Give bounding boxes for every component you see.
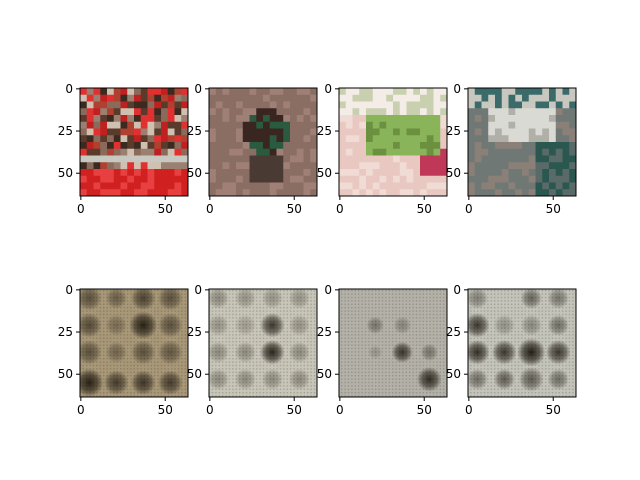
y-tick-label: 25 <box>58 325 73 339</box>
x-tick-label: 0 <box>206 202 214 216</box>
axes-frame <box>79 87 189 197</box>
y-tick-label: 50 <box>58 367 73 381</box>
y-tick-label: 0 <box>453 283 461 297</box>
image-panel-4: 0 50 0 25 50 <box>446 82 577 216</box>
image-panel-3: 0 50 0 25 50 <box>317 82 448 216</box>
x-tick-label: 50 <box>158 403 173 417</box>
x-tick-label: 0 <box>206 403 214 417</box>
panel-image <box>209 88 318 197</box>
x-tick-label: 0 <box>336 202 344 216</box>
x-tick-label: 0 <box>465 202 473 216</box>
y-tick-label: 0 <box>194 283 202 297</box>
x-tick-label: 50 <box>417 202 432 216</box>
panel-image <box>80 289 188 397</box>
y-tick-label: 0 <box>65 283 73 297</box>
y-tick-label: 25 <box>187 124 202 138</box>
x-tick-label: 0 <box>77 403 85 417</box>
axes-frame <box>208 288 318 398</box>
x-tick-label: 50 <box>546 202 561 216</box>
x-tick-label: 50 <box>546 403 561 417</box>
x-tick-label: 50 <box>287 403 302 417</box>
y-tick-label: 50 <box>317 166 332 180</box>
image-panel-2: 0 50 0 25 50 <box>187 82 318 216</box>
y-tick-label: 25 <box>58 124 73 138</box>
y-tick-label: 0 <box>65 82 73 96</box>
panel-image <box>468 289 576 397</box>
image-panel-8: 0 50 0 25 50 <box>446 283 577 417</box>
y-tick-label: 50 <box>446 367 461 381</box>
panel-image <box>339 88 448 197</box>
y-tick-label: 50 <box>317 367 332 381</box>
image-panel-1: 0 50 0 25 50 <box>58 82 189 216</box>
axes-frame <box>338 288 448 398</box>
y-tick-label: 25 <box>187 325 202 339</box>
x-tick-label: 0 <box>465 403 473 417</box>
panel-image <box>339 289 447 397</box>
y-tick-label: 0 <box>453 82 461 96</box>
x-tick-label: 50 <box>158 202 173 216</box>
panel-image <box>209 289 317 397</box>
axes-frame <box>79 288 189 398</box>
y-tick-label: 0 <box>324 283 332 297</box>
x-tick-label: 0 <box>77 202 85 216</box>
x-tick-label: 50 <box>287 202 302 216</box>
y-tick-label: 0 <box>324 82 332 96</box>
axes-frame <box>208 87 318 197</box>
y-tick-label: 50 <box>446 166 461 180</box>
image-panel-5: 0 50 0 25 50 <box>58 283 189 417</box>
x-tick-label: 0 <box>336 403 344 417</box>
axes-frame <box>338 87 448 197</box>
y-tick-label: 25 <box>446 124 461 138</box>
y-tick-label: 25 <box>317 325 332 339</box>
panel-image <box>80 88 189 197</box>
x-tick-label: 50 <box>417 403 432 417</box>
y-tick-label: 25 <box>446 325 461 339</box>
axes-frame <box>467 87 577 197</box>
y-tick-label: 50 <box>187 166 202 180</box>
y-tick-label: 50 <box>58 166 73 180</box>
image-panel-6: 0 50 0 25 50 <box>187 283 318 417</box>
axes-frame <box>467 288 577 398</box>
panel-image <box>468 88 577 197</box>
y-tick-label: 50 <box>187 367 202 381</box>
y-tick-label: 25 <box>317 124 332 138</box>
image-panel-7: 0 50 0 25 50 <box>317 283 448 417</box>
y-tick-label: 0 <box>194 82 202 96</box>
